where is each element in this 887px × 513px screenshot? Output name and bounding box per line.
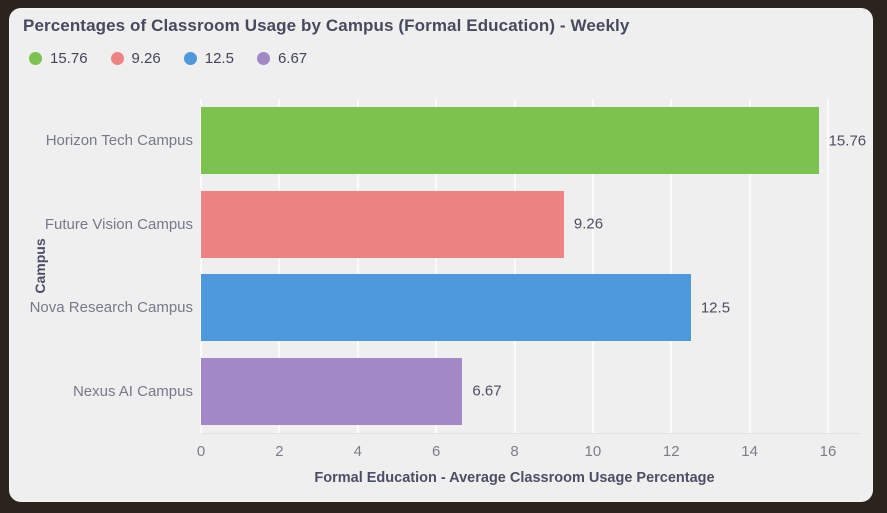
x-tick-label: 0 (196, 443, 206, 460)
bar-future-vision-campus[interactable] (201, 190, 564, 258)
bar-value-label: 12.5 (700, 299, 731, 317)
gridline (356, 99, 359, 433)
legend-label: 15.76 (50, 49, 88, 67)
legend-swatch-icon (110, 51, 124, 65)
legend-swatch-icon (29, 51, 42, 65)
x-tick-label: 4 (353, 443, 362, 460)
gridline (513, 99, 516, 433)
x-axis-tick-labels: 0 2 4 6 8 10 12 14 16 (197, 443, 861, 461)
gridline (200, 99, 202, 433)
bar-nexus-ai-campus[interactable] (201, 357, 463, 425)
bar-value-label: 6.67 (472, 382, 502, 400)
legend-item-0[interactable]: 15.76 (29, 50, 88, 67)
gridline (435, 99, 438, 433)
legend-item-2[interactable]: 12.5 (183, 49, 234, 67)
x-tick-label: 2 (275, 443, 284, 460)
legend-label: 6.67 (277, 49, 308, 67)
legend-item-1[interactable]: 9.26 (110, 49, 161, 67)
x-tick-label: 6 (431, 443, 441, 460)
gridline (748, 99, 751, 433)
legend-item-3[interactable]: 6.67 (256, 49, 308, 67)
chart-title: Percentages of Classroom Usage by Campus… (23, 16, 630, 35)
x-tick-label: 16 (819, 443, 837, 460)
legend-label: 12.5 (204, 49, 234, 67)
gridline (591, 99, 594, 433)
x-tick-label: 10 (584, 443, 602, 460)
legend: 15.76 9.26 12.5 6.67 (29, 49, 307, 67)
bar-value-label: 9.26 (573, 215, 604, 233)
plot-area: 15.76 9.26 12.5 6.67 (200, 99, 866, 434)
x-axis-title: Formal Education - Average Classroom Usa… (314, 470, 715, 486)
gridline (670, 99, 673, 433)
gridline (827, 99, 829, 433)
legend-swatch-icon (256, 51, 270, 65)
bar-value-label: 15.76 (828, 132, 867, 150)
x-tick-label: 14 (741, 443, 758, 460)
chart-card: Percentages of Classroom Usage by Campus… (9, 8, 873, 502)
category-label: Nexus AI Campus (72, 382, 193, 400)
category-label: Horizon Tech Campus (45, 132, 193, 150)
x-tick-label: 8 (510, 443, 519, 460)
legend-swatch-icon (183, 51, 197, 65)
y-axis-category-labels: Horizon Tech Campus Future Vision Campus N… (18, 99, 193, 433)
legend-label: 9.26 (131, 49, 161, 67)
gridline (278, 99, 281, 433)
bar-nova-research-campus[interactable] (201, 274, 691, 342)
category-label: Future Vision Campus (44, 215, 193, 233)
category-label: Nova Research Campus (29, 299, 193, 317)
bar-horizon-tech-campus[interactable] (201, 107, 819, 175)
x-tick-label: 12 (662, 443, 680, 460)
